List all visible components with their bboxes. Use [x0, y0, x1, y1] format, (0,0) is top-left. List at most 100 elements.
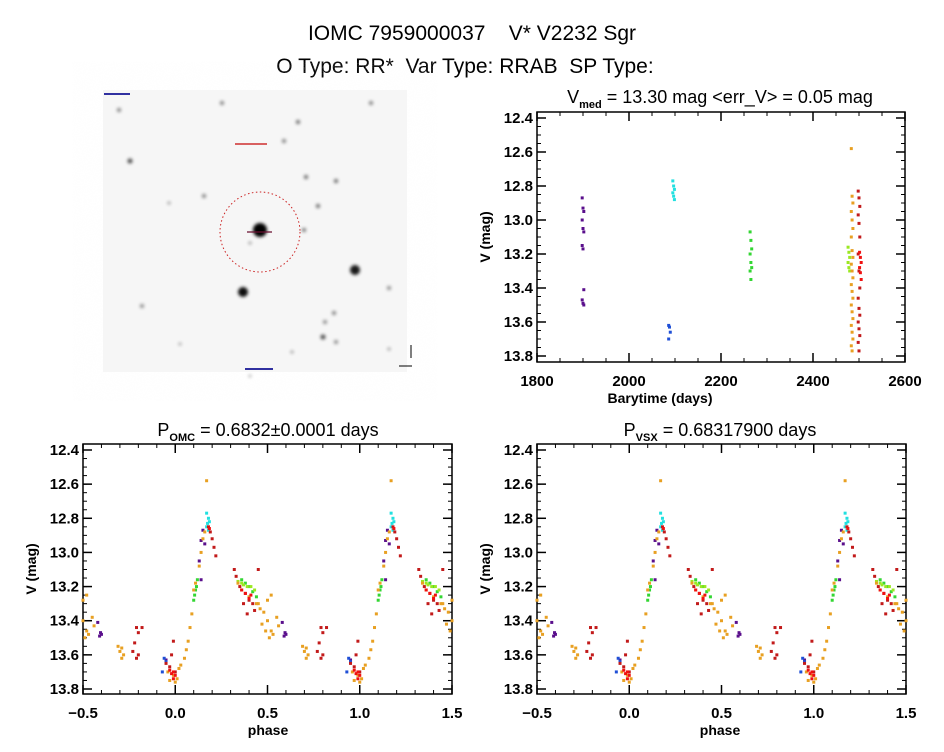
star: [334, 340, 338, 344]
data-point: [264, 629, 268, 633]
y-tick-label: 13.4: [504, 280, 534, 297]
data-point: [249, 593, 253, 597]
y-tick-label: 13.6: [504, 647, 533, 664]
data-point: [256, 602, 260, 606]
title-rest: = 13.30 mag <err_V> = 0.05 mag: [602, 87, 873, 108]
data-point: [887, 585, 891, 589]
data-point: [622, 678, 626, 682]
data-point: [705, 602, 709, 606]
data-point: [847, 250, 851, 254]
data-point: [590, 631, 594, 635]
data-point: [580, 298, 584, 302]
data-point: [171, 673, 175, 677]
data-point: [771, 641, 775, 645]
data-point: [737, 631, 741, 635]
data-point: [902, 629, 906, 633]
data-point: [852, 554, 856, 558]
data-point: [849, 283, 853, 287]
data-point: [664, 537, 668, 541]
data-point: [830, 598, 834, 602]
star: [304, 175, 308, 179]
data-point: [850, 194, 854, 198]
data-point: [880, 583, 884, 587]
y-axis-label: V (mag): [477, 543, 493, 594]
data-point: [205, 479, 209, 483]
x-tick-label: −0.5: [522, 705, 552, 722]
data-point: [633, 663, 637, 667]
data-point: [546, 624, 550, 628]
data-point: [85, 629, 89, 633]
data-point: [812, 670, 816, 674]
data-point: [748, 252, 752, 256]
data-point: [858, 313, 862, 317]
data-point: [671, 179, 675, 183]
data-point: [358, 680, 362, 684]
title-rest: = 0.6832±0.0001 days: [195, 420, 379, 440]
sky-finder-image: [103, 90, 412, 378]
star-field: [117, 101, 391, 378]
data-point: [836, 564, 840, 568]
data-point: [439, 595, 443, 599]
data-point: [354, 672, 358, 676]
data-point: [895, 602, 899, 606]
data-point: [755, 644, 759, 648]
data-point: [821, 656, 825, 660]
x-axis-label: phase: [700, 722, 741, 738]
data-point: [825, 639, 829, 643]
data-point: [710, 602, 714, 606]
data-point: [849, 323, 853, 327]
data-point: [581, 206, 585, 210]
data-point: [845, 528, 849, 532]
star: [117, 108, 121, 112]
data-point: [201, 528, 205, 532]
data-point: [858, 250, 862, 254]
data-point: [857, 221, 861, 225]
data-point: [85, 593, 89, 597]
data-point: [535, 619, 539, 623]
data-point: [194, 585, 198, 589]
data-point: [646, 588, 650, 592]
x-axis-label: Barytime (days): [607, 390, 712, 406]
y-tick-label: 13.4: [504, 613, 534, 630]
data-point: [749, 261, 753, 264]
data-point: [810, 673, 814, 677]
data-point: [876, 585, 880, 589]
image-scale-label-mark: [245, 368, 273, 370]
data-point: [806, 668, 810, 672]
data-point: [618, 660, 622, 664]
data-point: [857, 327, 861, 331]
data-point: [391, 528, 395, 532]
data-point: [277, 624, 281, 628]
data-point: [210, 537, 214, 541]
data-point: [171, 677, 175, 681]
data-point: [851, 337, 855, 341]
data-point: [166, 670, 170, 674]
data-point: [363, 663, 367, 667]
data-point: [240, 581, 244, 585]
data-point: [356, 639, 360, 643]
data-point: [720, 598, 723, 602]
star: [248, 374, 252, 378]
data-point: [432, 598, 436, 602]
data-point: [723, 629, 727, 633]
data-point: [374, 612, 378, 616]
y-tick-label: 12.4: [504, 110, 534, 127]
data-point: [373, 626, 377, 630]
data-point: [122, 653, 126, 657]
data-point: [672, 198, 676, 202]
data-point: [884, 585, 888, 589]
data-point: [808, 672, 812, 676]
data-point: [710, 568, 714, 571]
data-point: [701, 598, 705, 602]
data-point: [539, 593, 543, 597]
data-point: [173, 680, 177, 684]
data-point: [858, 255, 862, 259]
data-point: [703, 593, 707, 597]
title-subscript: OMC: [169, 432, 195, 444]
y-tick-label: 13.0: [50, 544, 79, 561]
data-point: [891, 608, 895, 612]
x-tick-label: 1.5: [896, 705, 917, 722]
data-point: [441, 602, 445, 606]
data-point: [627, 680, 631, 684]
data-point: [849, 210, 853, 213]
